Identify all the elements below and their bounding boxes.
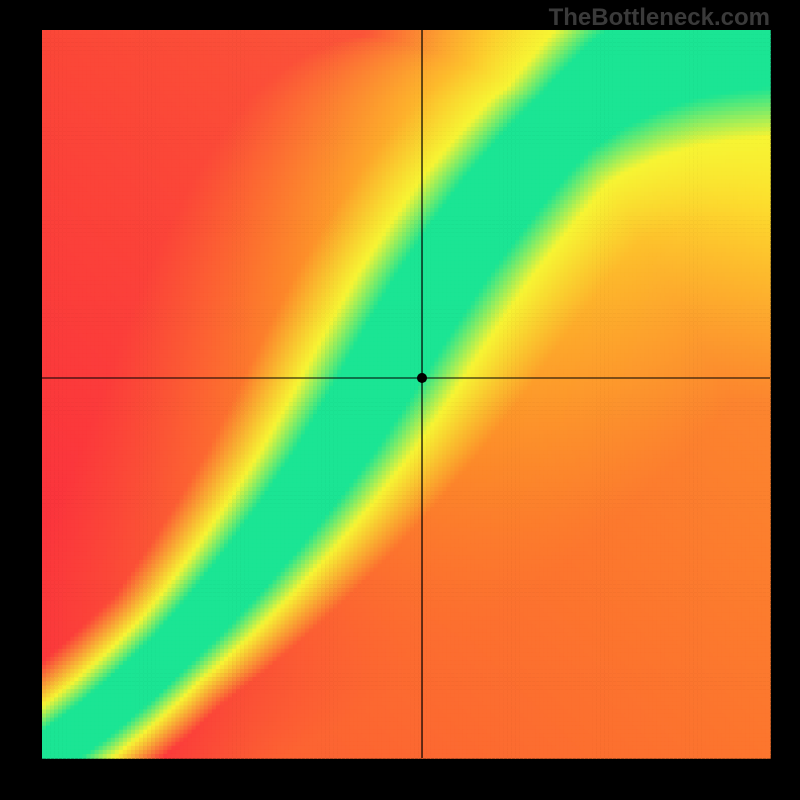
watermark-text: TheBottleneck.com xyxy=(549,4,770,32)
bottleneck-heatmap xyxy=(0,0,800,800)
